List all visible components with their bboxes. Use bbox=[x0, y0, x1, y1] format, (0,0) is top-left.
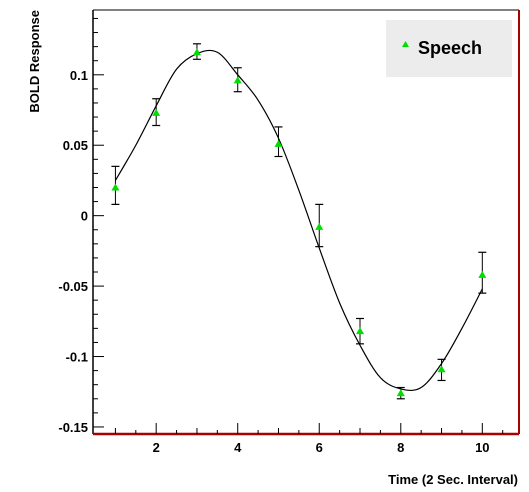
y-tick-label: 0.05 bbox=[63, 138, 88, 153]
axes: 2 4 6 8 10 -0.15 -0.1 -0.05 0 0.05 0.1 bbox=[58, 9, 520, 455]
data-marker bbox=[111, 183, 120, 191]
x-tick-label: 2 bbox=[153, 440, 160, 455]
data-point bbox=[396, 386, 405, 400]
y-axis-title: BOLD Response bbox=[27, 10, 42, 113]
fit-curve bbox=[114, 49, 483, 392]
data-marker bbox=[192, 48, 201, 56]
x-axis-title: Time (2 Sec. Interval) bbox=[388, 472, 518, 487]
y-tick-label: -0.1 bbox=[66, 350, 88, 365]
y-tick-label: 0 bbox=[81, 209, 88, 224]
x-tick-label: 6 bbox=[316, 440, 323, 455]
data-point bbox=[356, 317, 365, 345]
legend: Speech bbox=[386, 20, 512, 77]
data-point bbox=[437, 358, 446, 382]
data-marker bbox=[315, 222, 324, 230]
y-tick-label: 0.1 bbox=[70, 68, 88, 83]
x-tick-label: 4 bbox=[234, 440, 242, 455]
data-marker bbox=[437, 365, 446, 373]
data-point bbox=[152, 98, 161, 127]
data-marker bbox=[233, 76, 242, 84]
data-point bbox=[274, 126, 283, 158]
data-point bbox=[111, 165, 120, 205]
x-tick-label: 10 bbox=[475, 440, 489, 455]
data-point bbox=[478, 251, 487, 294]
data-points-layer bbox=[111, 43, 487, 400]
legend-marker bbox=[402, 41, 409, 47]
data-point bbox=[233, 67, 242, 93]
data-marker bbox=[396, 389, 405, 397]
data-marker bbox=[356, 327, 365, 335]
plot-background bbox=[93, 10, 519, 434]
fit-curve-layer bbox=[114, 49, 483, 392]
data-point bbox=[315, 203, 324, 248]
data-point bbox=[192, 43, 201, 60]
x-tick-label: 8 bbox=[397, 440, 404, 455]
y-tick-label: -0.05 bbox=[58, 279, 88, 294]
data-marker bbox=[478, 270, 487, 278]
data-marker bbox=[274, 139, 283, 147]
legend-label: Speech bbox=[418, 38, 482, 58]
data-marker bbox=[152, 108, 161, 116]
legend-box bbox=[386, 20, 512, 77]
y-tick-label: -0.15 bbox=[58, 420, 88, 435]
